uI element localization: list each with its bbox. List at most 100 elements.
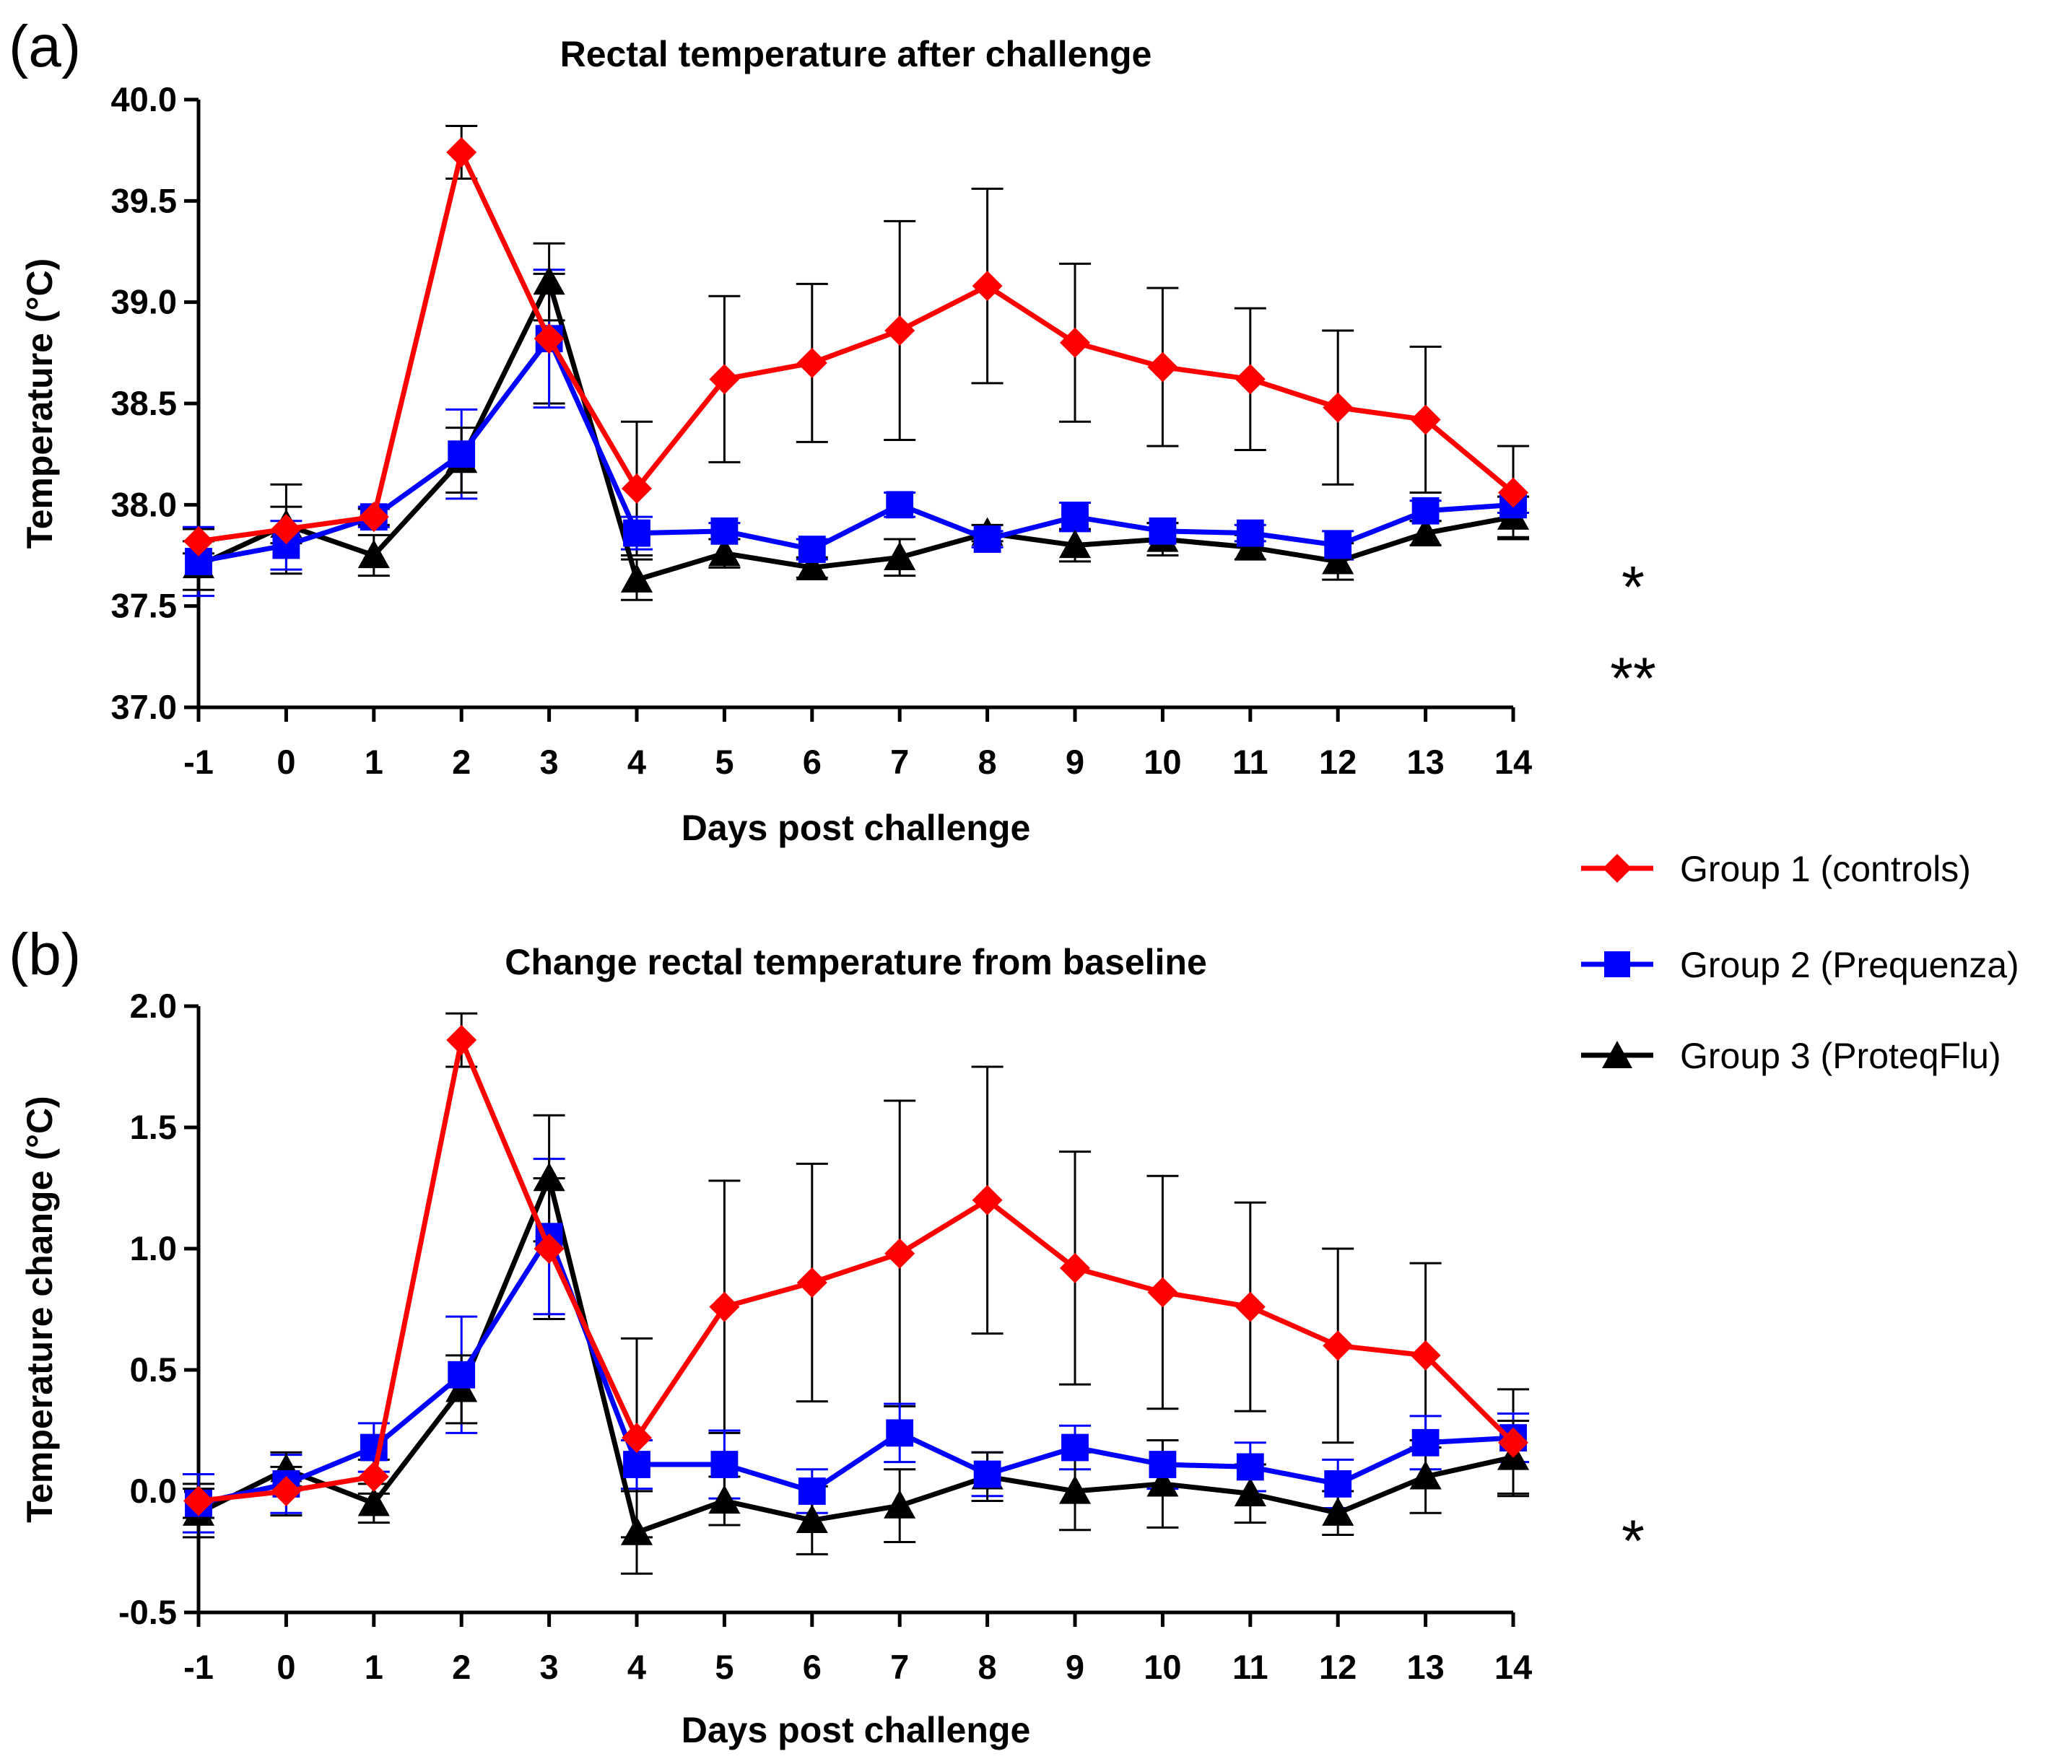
data-point-triangle <box>1409 517 1442 546</box>
data-point-diamond <box>796 347 827 378</box>
data-point-square <box>448 1361 476 1389</box>
data-point-triangle <box>796 1504 828 1533</box>
data-point-diamond <box>622 473 652 504</box>
data-point-square <box>1411 1428 1440 1457</box>
legend-marker-triangle <box>1602 1041 1632 1068</box>
data-point-square <box>1236 519 1264 547</box>
data-point-triangle <box>1322 1497 1354 1526</box>
x-tick-label: 5 <box>715 743 734 781</box>
x-tick-label: 2 <box>452 1648 471 1686</box>
legend-label-group-2: Group 2 (Prequenza) <box>1680 945 2019 985</box>
data-point-diamond <box>622 1423 652 1454</box>
y-tick-label: 37.0 <box>111 688 177 726</box>
data-point-square <box>973 525 1001 553</box>
x-tick-label: 9 <box>1066 1648 1084 1686</box>
data-point-triangle <box>357 539 390 569</box>
data-point-diamond <box>446 136 477 167</box>
data-point-square <box>710 1451 739 1478</box>
x-tick-label: 5 <box>715 1648 734 1686</box>
data-point-triangle <box>533 266 565 295</box>
data-point-diamond <box>358 502 389 533</box>
x-tick-label: 1 <box>365 743 383 781</box>
data-point-diamond <box>1235 364 1266 395</box>
x-tick-label: 0 <box>277 743 295 781</box>
x-tick-label: 14 <box>1494 743 1532 781</box>
data-point-square <box>1324 531 1352 559</box>
data-point-triangle <box>533 1162 565 1192</box>
x-tick-label: 12 <box>1319 743 1357 781</box>
y-tick-label: 0.5 <box>130 1350 177 1389</box>
data-point-square <box>798 536 826 563</box>
data-point-diamond <box>884 1238 915 1269</box>
x-tick-label: 12 <box>1319 1648 1357 1686</box>
y-tick-label: 40.0 <box>111 80 177 118</box>
data-point-square <box>1236 1453 1264 1481</box>
x-tick-label: 8 <box>978 1648 997 1686</box>
series-markers-2 <box>185 1223 1527 1517</box>
legend-marker-square <box>1604 951 1630 977</box>
series-markers-2 <box>185 325 1527 575</box>
data-point-triangle <box>708 1485 741 1514</box>
x-tick-label: 6 <box>803 1648 822 1686</box>
y-tick-label: 39.5 <box>111 181 177 219</box>
x-tick-label: 4 <box>627 1648 646 1686</box>
data-point-diamond <box>972 1184 1003 1215</box>
x-tick-label: 10 <box>1144 1648 1181 1686</box>
data-point-square <box>1149 1451 1177 1478</box>
data-point-diamond <box>183 1485 214 1516</box>
data-point-square <box>1149 517 1177 545</box>
series-line-3 <box>197 279 1514 582</box>
x-tick-label: 11 <box>1232 743 1268 781</box>
data-point-square <box>1411 497 1440 525</box>
legend-label-group-3: Group 3 (ProteqFlu) <box>1680 1036 2001 1076</box>
x-axis-label: Days post challenge <box>682 1710 1031 1750</box>
legend-item-group-3: Group 3 (ProteqFlu) <box>1581 1036 2001 1076</box>
x-tick-label: 6 <box>803 743 822 781</box>
y-tick-label: 37.5 <box>111 587 177 625</box>
data-point-square <box>1061 503 1089 531</box>
chart-title: Change rectal temperature from baseline <box>505 942 1207 982</box>
y-tick-label: 2.0 <box>130 987 177 1025</box>
panel-letter-a: (a) <box>9 14 81 79</box>
data-point-triangle <box>796 551 828 580</box>
data-point-square <box>886 1419 914 1447</box>
x-tick-label: 11 <box>1232 1648 1268 1686</box>
x-tick-label: 0 <box>277 1648 295 1686</box>
data-point-diamond <box>884 315 915 346</box>
data-point-diamond <box>972 271 1003 302</box>
data-point-diamond <box>271 1476 302 1506</box>
legend-marker-diamond <box>1603 854 1632 883</box>
x-tick-label: -1 <box>183 743 214 781</box>
series-line-1 <box>198 1037 1515 1503</box>
series-line-3 <box>197 1176 1514 1535</box>
legend-label-group-1: Group 1 (controls) <box>1680 849 1971 889</box>
data-point-triangle <box>1409 1460 1442 1490</box>
legend-item-group-1: Group 1 (controls) <box>1581 849 1971 889</box>
chart-temperature-change: Change rectal temperature from baseline -… <box>19 942 1645 1750</box>
y-tick-label: 0.0 <box>130 1472 177 1510</box>
data-point-diamond <box>1410 404 1441 435</box>
data-point-triangle <box>620 1516 653 1545</box>
x-tick-label: 14 <box>1494 1648 1532 1686</box>
data-point-square <box>623 519 650 547</box>
data-point-triangle <box>884 541 916 570</box>
y-tick-label: 39.0 <box>111 283 177 321</box>
x-tick-label: 9 <box>1066 743 1084 781</box>
panel-letter-b: (b) <box>9 922 81 987</box>
data-point-triangle <box>620 564 653 593</box>
y-tick-label: 1.5 <box>130 1108 177 1146</box>
legend: Group 1 (controls) Group 2 (Prequenza) G… <box>1581 849 2019 1076</box>
data-point-square <box>1324 1470 1352 1498</box>
x-tick-label: 13 <box>1406 743 1444 781</box>
series-line-1 <box>198 149 1515 544</box>
x-tick-label: 13 <box>1406 1648 1444 1686</box>
data-point-diamond <box>1498 477 1528 508</box>
x-axis-label: Days post challenge <box>682 808 1031 848</box>
data-point-square <box>973 1460 1001 1488</box>
data-point-diamond <box>271 514 302 545</box>
data-point-square <box>710 517 739 545</box>
y-tick-label: 38.5 <box>111 384 177 422</box>
x-tick-label: 7 <box>890 743 909 781</box>
data-point-diamond <box>1060 1252 1090 1283</box>
